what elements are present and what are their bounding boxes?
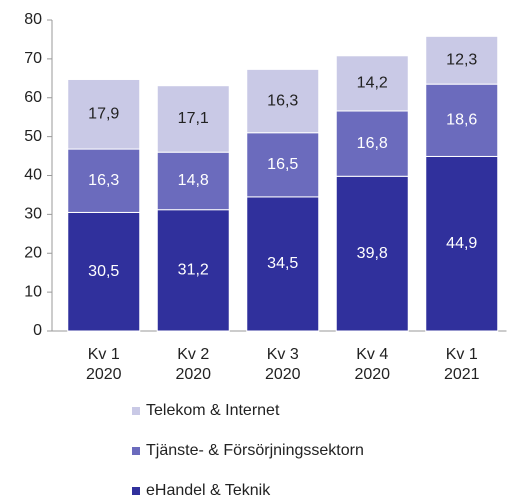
bar-segment — [67, 78, 141, 150]
legend-swatch — [132, 407, 140, 415]
value-label: 17,9 — [88, 105, 119, 122]
y-tick-label: 60 — [24, 89, 42, 106]
x-tick-line: 2020 — [175, 366, 211, 383]
x-tick-line: Kv 3 — [267, 346, 299, 363]
x-tick-label: Kv 1 2020 — [86, 346, 122, 383]
value-label: 16,3 — [267, 92, 298, 109]
bar-segment — [156, 151, 230, 211]
legend-swatch — [132, 487, 140, 495]
bar-segment — [246, 132, 320, 198]
y-tick-label: 30 — [24, 206, 42, 223]
x-tick-line: 2021 — [444, 366, 480, 383]
value-label: 18,6 — [446, 112, 477, 129]
value-label: 34,5 — [267, 255, 298, 272]
value-label: 31,2 — [178, 262, 209, 279]
bar-segment — [67, 148, 141, 213]
bar-segment — [335, 175, 409, 332]
legend-label: eHandel & Teknik — [146, 482, 271, 499]
bar-segment — [67, 211, 141, 332]
y-tick-label: 50 — [24, 128, 42, 145]
y-tick-label: 80 — [24, 11, 42, 28]
value-label: 16,3 — [88, 172, 119, 189]
x-tick-line: 2020 — [265, 366, 301, 383]
bar-segment — [425, 35, 499, 85]
legend-label: Tjänste- & Försörjningssektorn — [146, 442, 364, 459]
y-tick-label: 70 — [24, 50, 42, 67]
y-tick-label: 10 — [24, 283, 42, 300]
legend-label: Telekom & Internet — [146, 402, 280, 419]
value-label: 30,5 — [88, 263, 119, 280]
legend-swatch — [132, 447, 140, 455]
x-tick-label: Kv 2 2020 — [175, 346, 211, 383]
y-tick-label: 0 — [33, 322, 42, 339]
x-tick-line: Kv 4 — [356, 346, 388, 363]
bar-segment — [335, 110, 409, 177]
bar-segment — [156, 85, 230, 153]
value-label: 16,5 — [267, 156, 298, 173]
bar-segment — [156, 209, 230, 332]
x-tick-line: Kv 1 — [446, 346, 478, 363]
x-tick-line: Kv 1 — [88, 346, 120, 363]
value-label: 17,1 — [178, 110, 209, 127]
value-label: 44,9 — [446, 235, 477, 252]
x-tick-label: Kv 1 2021 — [444, 346, 480, 383]
y-tick-label: 40 — [24, 167, 42, 184]
y-tick-label: 20 — [24, 244, 42, 261]
x-tick-line: 2020 — [86, 366, 122, 383]
x-tick-label: Kv 3 2020 — [265, 346, 301, 383]
value-label: 39,8 — [357, 245, 388, 262]
x-tick-label: Kv 4 2020 — [354, 346, 390, 383]
value-label: 14,2 — [357, 75, 388, 92]
x-tick-line: Kv 2 — [177, 346, 209, 363]
bar-segment — [335, 55, 409, 112]
x-tick-line: 2020 — [354, 366, 390, 383]
bar-segment — [246, 68, 320, 134]
value-label: 12,3 — [446, 51, 477, 68]
value-label: 16,8 — [357, 135, 388, 152]
value-label: 14,8 — [178, 172, 209, 189]
bar-segment — [425, 155, 499, 332]
bar-segment — [246, 196, 320, 332]
